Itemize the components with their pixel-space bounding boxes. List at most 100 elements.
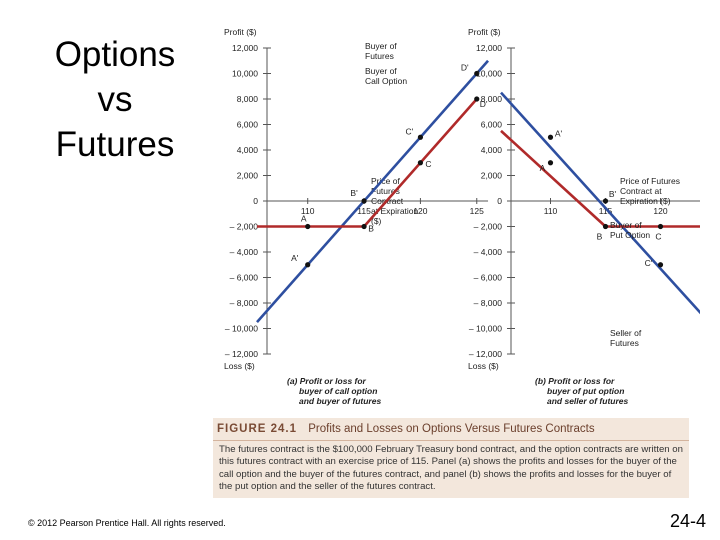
title-line-1: Options xyxy=(54,35,176,74)
x-axis-title-line: at Expiration xyxy=(371,206,419,216)
panel-caption-line: and buyer of futures xyxy=(299,396,381,406)
panel-caption-line: buyer of call option xyxy=(299,386,377,396)
y-tick-label: – 8,000 xyxy=(474,298,503,308)
x-axis-title-line: ($) xyxy=(371,216,382,226)
y-axis-title-loss: Loss ($) xyxy=(224,361,255,371)
y-tick-label: 4,000 xyxy=(237,145,259,155)
slide-title: Options vs Futures xyxy=(30,32,200,167)
y-tick-label: 12,000 xyxy=(232,43,258,53)
x-tick-label: 120 xyxy=(413,206,427,216)
x-axis-title-line: Price of xyxy=(371,176,400,186)
x-tick-label: 110 xyxy=(301,206,315,216)
y-tick-label: 8,000 xyxy=(481,94,503,104)
y-axis-title-profit: Profit ($) xyxy=(468,27,501,37)
y-tick-label: – 4,000 xyxy=(230,247,259,257)
point-label: C' xyxy=(645,258,653,268)
y-tick-label: 6,000 xyxy=(237,120,259,130)
x-axis-title-line: Price of Futures xyxy=(620,176,680,186)
series-label-line: Put Option xyxy=(610,230,650,240)
point-label: A' xyxy=(555,128,563,138)
point-C-prime xyxy=(417,134,424,140)
x-tick-label: 120 xyxy=(653,206,667,216)
x-axis-title-line: Expiration ($) xyxy=(620,196,671,206)
series-line-seller-of-futures xyxy=(500,91,700,315)
series-label: Buyer of Put Option xyxy=(610,220,650,240)
y-tick-label: – 2,000 xyxy=(230,222,259,232)
series-label-line: Seller of xyxy=(610,328,642,338)
point-C xyxy=(657,223,664,230)
panel-caption-line: and seller of futures xyxy=(547,396,629,406)
point-D-prime xyxy=(474,70,480,77)
point-label: D xyxy=(480,99,486,109)
point-label: B xyxy=(597,232,603,242)
y-tick-label: 4,000 xyxy=(481,145,503,155)
point-label: C xyxy=(655,232,661,242)
y-tick-label: – 8,000 xyxy=(230,298,259,308)
x-tick-label: 125 xyxy=(470,206,484,216)
title-line-2: vs xyxy=(97,80,133,119)
series-label: Seller of Futures xyxy=(610,328,642,348)
point-C xyxy=(417,160,424,166)
y-tick-label: 8,000 xyxy=(237,94,259,104)
y-axis-title-profit: Profit ($) xyxy=(224,27,257,37)
figure-caption-header: FIGURE 24.1 Profits and Losses on Option… xyxy=(213,418,689,441)
y-tick-label: 2,000 xyxy=(237,171,259,181)
point-D xyxy=(474,96,480,102)
point-A xyxy=(305,223,311,230)
series-label: Buyer of Futures xyxy=(365,41,397,61)
point-B xyxy=(602,223,609,230)
point-label: A xyxy=(301,214,307,224)
point-B xyxy=(361,223,367,230)
y-tick-label: 10,000 xyxy=(476,69,502,79)
y-axis-title-loss: Loss ($) xyxy=(468,361,499,371)
figure-caption-box: FIGURE 24.1 Profits and Losses on Option… xyxy=(213,418,689,498)
title-line-3: Futures xyxy=(55,125,175,164)
point-label: A' xyxy=(291,253,299,263)
x-tick-label: 115 xyxy=(357,206,371,216)
series-label: Buyer of Call Option xyxy=(365,66,407,86)
figure-title: Profits and Losses on Options Versus Fut… xyxy=(308,423,595,435)
y-tick-label: 0 xyxy=(253,196,258,206)
point-label: C xyxy=(425,159,431,169)
panel-caption-line: buyer of put option xyxy=(547,386,624,396)
point-label: C' xyxy=(406,126,414,136)
point-label: A xyxy=(540,163,546,173)
panel-caption: (a) Profit or loss for buyer of call opti… xyxy=(287,376,381,406)
x-tick-label: 115 xyxy=(599,206,613,216)
point-label: D' xyxy=(461,63,469,73)
y-tick-label: – 12,000 xyxy=(225,349,258,359)
point-B-prime xyxy=(361,198,367,204)
figure-charts: 12,000 10,000 8,000 6,000 4,000 2,000 0 – 2,000… xyxy=(224,27,700,406)
point-A xyxy=(547,160,554,166)
y-tick-label: – 4,000 xyxy=(474,247,503,257)
series-label-line: Buyer of xyxy=(610,220,642,230)
series-label-line: Buyer of xyxy=(365,41,397,51)
y-tick-label: 2,000 xyxy=(481,171,503,181)
y-tick-label: – 6,000 xyxy=(230,273,259,283)
y-tick-label: – 10,000 xyxy=(469,324,502,334)
panel-caption-line: (b) Profit or loss for xyxy=(535,376,615,386)
y-tick-label: – 12,000 xyxy=(469,349,502,359)
y-tick-label: – 2,000 xyxy=(474,222,503,232)
series-label-line: Futures xyxy=(610,338,639,348)
series-label-line: Futures xyxy=(365,51,394,61)
x-axis-title-line: Contract at xyxy=(620,186,662,196)
point-B-prime xyxy=(602,198,609,204)
y-tick-label: 6,000 xyxy=(481,120,503,130)
point-label: B xyxy=(368,224,374,234)
panel-caption: (b) Profit or loss for buyer of put optio… xyxy=(535,376,629,406)
y-tick-label: 12,000 xyxy=(476,43,502,53)
point-A-prime xyxy=(305,262,311,268)
y-tick-label: – 10,000 xyxy=(225,324,258,334)
chart-panel-b: 12,000 10,000 8,000 6,000 4,000 2,000 0 – 2,000… xyxy=(468,27,700,406)
point-A-prime xyxy=(547,134,554,140)
y-tick-label: – 6,000 xyxy=(474,273,503,283)
page-number: 24-4 xyxy=(669,511,706,531)
chart-panel-a: 12,000 10,000 8,000 6,000 4,000 2,000 0 – 2,000… xyxy=(224,27,490,406)
copyright-notice: © 2012 Pearson Prentice Hall. All rights… xyxy=(28,518,226,528)
y-tick-label: 0 xyxy=(497,196,502,206)
series-line-buyer-of-futures xyxy=(256,59,490,323)
x-tick-label: 110 xyxy=(544,206,558,216)
point-label: B' xyxy=(609,189,617,199)
figure: 12,000 10,000 8,000 6,000 4,000 2,000 0 – 2,000… xyxy=(205,18,700,500)
